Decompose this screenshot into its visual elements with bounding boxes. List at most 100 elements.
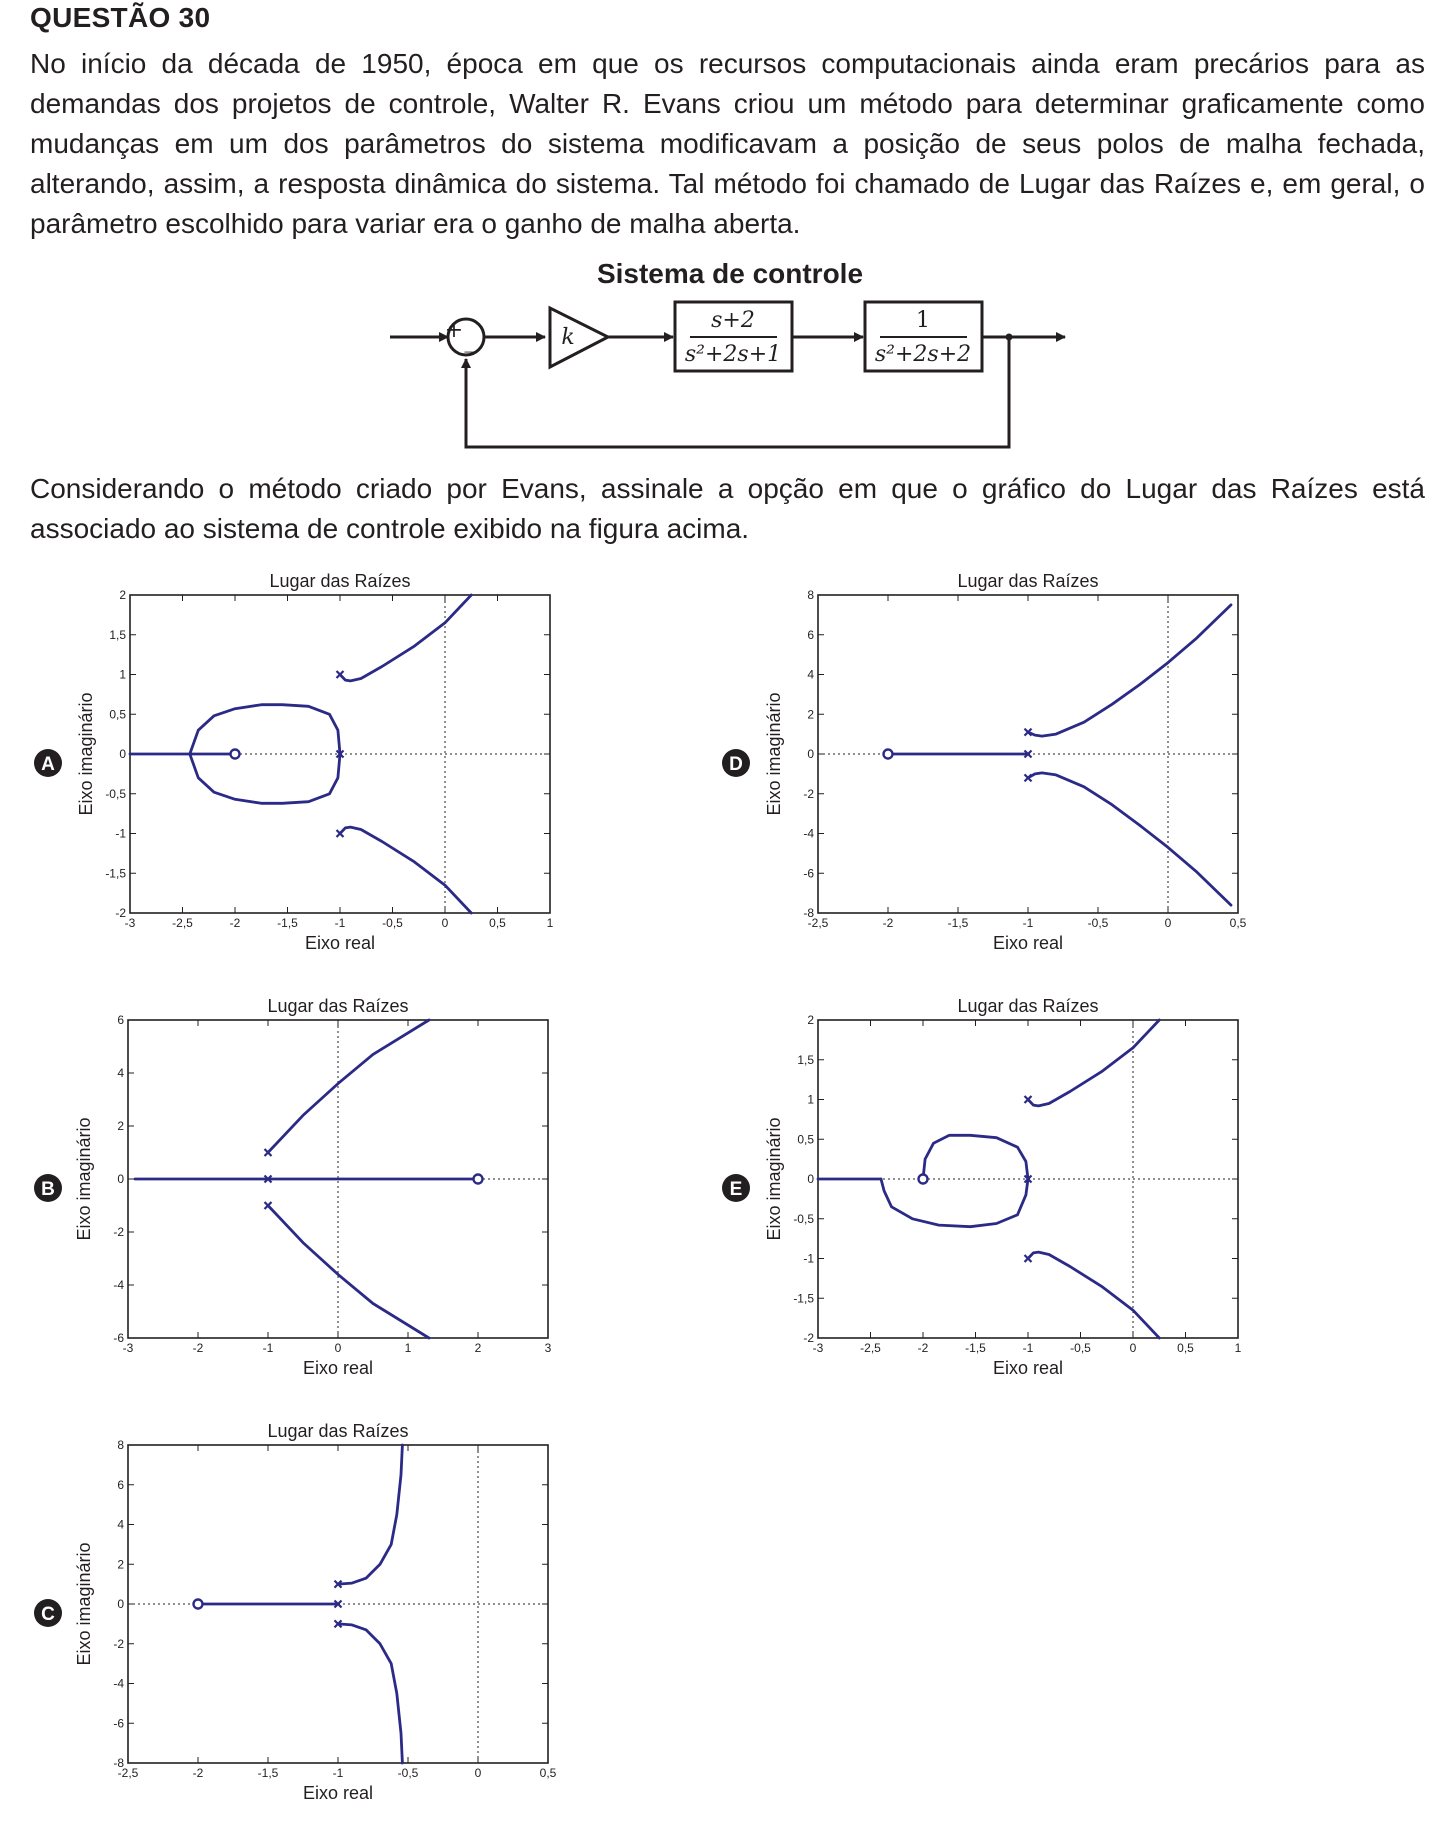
gain-label: k (561, 325, 574, 350)
question-prompt: Considerando o método criado por Evans, … (30, 473, 1425, 544)
y-axis-label: Eixo imaginário (74, 1542, 94, 1665)
locus-branch-loop (879, 1133, 1030, 1229)
question-statement: No início da década de 1950, época em qu… (30, 48, 1425, 239)
x-tick-label: -0,5 (398, 1766, 419, 1780)
x-tick-label: 1 (547, 916, 554, 930)
x-tick-label: -3 (813, 1341, 824, 1355)
x-tick-label: 2 (475, 1341, 482, 1355)
x-tick-label: 3 (545, 1341, 552, 1355)
pole-marker (1023, 1254, 1033, 1263)
x-tick-label: -2,5 (172, 916, 193, 930)
y-tick-label: -4 (803, 827, 814, 841)
y-tick-label: 2 (119, 588, 126, 602)
y-axis-label: Eixo imaginário (764, 1117, 784, 1240)
y-tick-label: 0,5 (109, 707, 126, 721)
locus-branch-upper (1026, 603, 1233, 738)
x-axis-label: Eixo real (305, 933, 375, 953)
zero-marker (882, 748, 894, 760)
x-tick-label: -1,5 (258, 1766, 279, 1780)
x-axis-label: Eixo real (303, 1783, 373, 1803)
option-b-plot[interactable]: Lugar das Raízes -3 -2 -1 0 1 2 3 6 4 2 0 -2 -4 -6 Eixo… (30, 990, 590, 1390)
y-tick-label: 6 (117, 1478, 124, 1492)
y-tick-label: 1 (119, 668, 126, 682)
x-tick-label: -0,5 (1070, 1341, 1091, 1355)
gain-block (548, 305, 612, 370)
pole-marker (333, 1599, 343, 1609)
plot-title: Lugar das Raízes (267, 996, 408, 1016)
x-tick-label: 0,5 (540, 1766, 557, 1780)
y-tick-label: -6 (113, 1331, 124, 1345)
option-d-plot[interactable]: Lugar das Raízes -2,5 -2 -1,5 -1 -0,5 0 0,5 8 6 4 2… (718, 565, 1278, 965)
option-c-plot[interactable]: Lugar das Raízes -2,5 -2 -1,5 -1 -0,5 0 0,5 8 6 4 2… (30, 1415, 590, 1825)
x-tick-label: 1 (1235, 1341, 1242, 1355)
option-badge (722, 1174, 750, 1202)
question-title: QUESTÃO 30 (30, 2, 211, 33)
x-tick-label: -0,5 (382, 916, 403, 930)
x-tick-label: -2 (918, 1341, 929, 1355)
x-tick-label: -1 (333, 1766, 344, 1780)
plot-title: Lugar das Raízes (269, 571, 410, 591)
y-tick-label: 1,5 (109, 628, 126, 642)
x-tick-label: -3 (125, 916, 136, 930)
y-tick-label: -2 (115, 906, 126, 920)
option-letter: A (41, 754, 55, 775)
y-tick-label: -1,5 (793, 1291, 814, 1305)
y-tick-label: -0,5 (105, 787, 126, 801)
y-tick-label: 4 (117, 1066, 124, 1080)
x-tick-label: -1 (335, 916, 346, 930)
option-e-plot[interactable]: Lugar das Raízes -3 -2,5 -2 -1,5 -1 -0,5 0 0,5 1 2… (718, 990, 1278, 1390)
x-tick-label: -1,5 (965, 1341, 986, 1355)
x-tick-label: 0,5 (1177, 1341, 1194, 1355)
pole-marker (1023, 749, 1033, 759)
locus-branch-upper (338, 593, 473, 683)
y-tick-label: -8 (803, 906, 814, 920)
x-tick-label: -0,5 (1088, 916, 1109, 930)
y-axis-label: Eixo imaginário (76, 692, 96, 815)
feedback-path (461, 337, 1011, 449)
option-badge (34, 1599, 62, 1627)
pole-marker (335, 749, 345, 759)
y-tick-label: 6 (117, 1013, 124, 1027)
y-tick-label: -2 (113, 1225, 124, 1239)
zero-marker (192, 1598, 204, 1610)
y-tick-label: -6 (113, 1716, 124, 1730)
pole-marker (263, 1174, 273, 1184)
x-axis-label: Eixo real (993, 933, 1063, 953)
block1-denominator: s²+2s+1 (685, 342, 781, 367)
locus-branch-lower (1026, 771, 1233, 907)
y-tick-label: 2 (117, 1557, 124, 1571)
zero-marker (917, 1173, 929, 1185)
x-tick-label: -2 (230, 916, 241, 930)
option-badge (34, 1174, 62, 1202)
y-tick-label: -2 (803, 787, 814, 801)
locus-branch-upper (266, 1018, 431, 1154)
y-tick-label: -1 (115, 827, 126, 841)
pole-marker (1023, 1174, 1033, 1184)
x-tick-label: -3 (123, 1341, 134, 1355)
x-tick-label: 0,5 (1230, 916, 1247, 930)
option-letter: C (41, 1604, 55, 1625)
y-tick-label: -0,5 (793, 1212, 814, 1226)
takeoff-point (1005, 333, 1013, 341)
option-letter: B (41, 1179, 55, 1200)
x-tick-label: -1 (263, 1341, 274, 1355)
y-tick-label: 8 (807, 588, 814, 602)
y-tick-label: 0 (117, 1172, 124, 1186)
pole-marker (263, 1148, 273, 1157)
x-tick-label: 0 (1130, 1341, 1137, 1355)
pole-marker (335, 670, 345, 679)
y-tick-label: -2 (803, 1331, 814, 1345)
pole-marker (333, 1579, 343, 1589)
block-diagram: + _ k s+2 s²+2s+1 1 s²+2s+2 (390, 300, 1066, 449)
x-tick-label: -1 (1023, 916, 1034, 930)
y-tick-label: 6 (807, 628, 814, 642)
option-a-plot[interactable]: Lugar das Raízes -3 -2,5 -2 -1,5 -1 -0,5 0 0,5 1 2… (30, 565, 590, 965)
pole-marker (333, 1619, 343, 1629)
x-tick-label: 0 (442, 916, 449, 930)
locus-branch-upper (1026, 1018, 1161, 1108)
y-tick-label: -1,5 (105, 866, 126, 880)
y-tick-label: 1 (807, 1093, 814, 1107)
x-tick-label: -1 (1023, 1341, 1034, 1355)
y-tick-label: 4 (117, 1518, 124, 1532)
y-tick-label: 1,5 (797, 1053, 814, 1067)
